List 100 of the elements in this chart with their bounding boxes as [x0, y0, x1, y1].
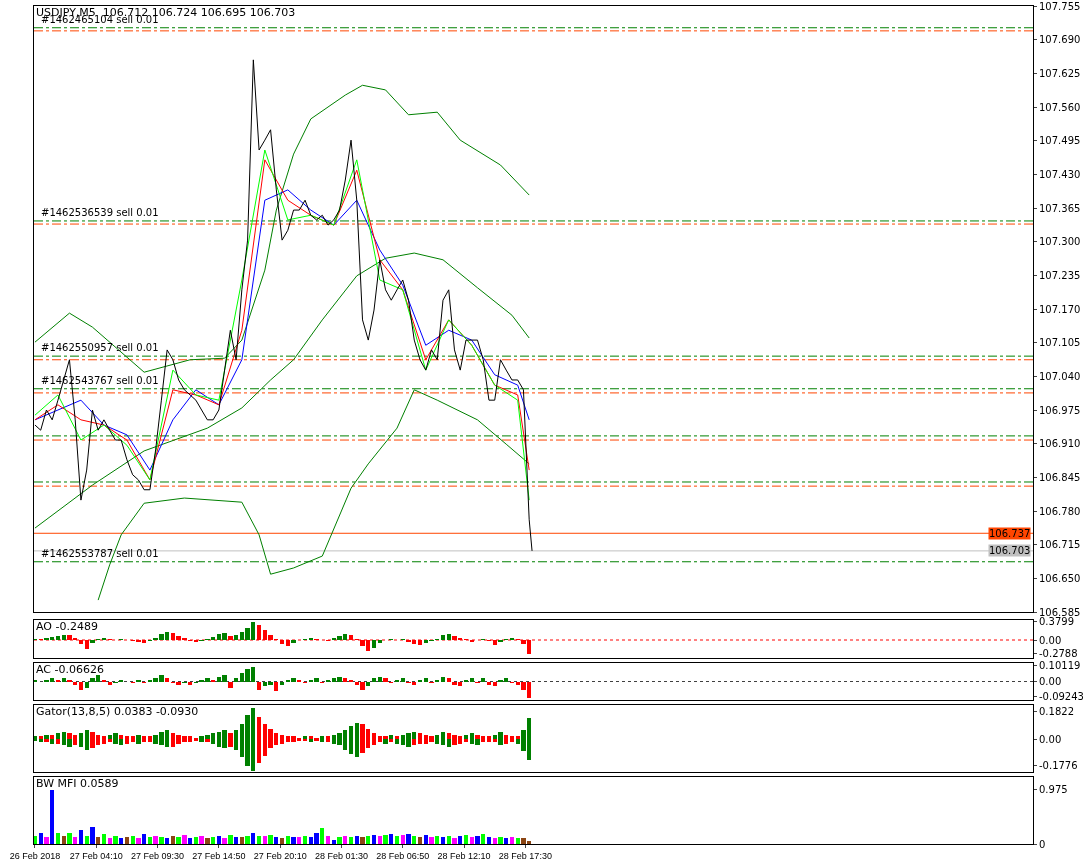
y-tick-label: 106.650 [1039, 572, 1081, 584]
y-tick-label: 106.975 [1039, 404, 1081, 416]
bar [440, 635, 446, 640]
bar [147, 736, 153, 740]
bar [159, 837, 164, 844]
bar [446, 836, 451, 844]
y-tick-label: 107.040 [1039, 370, 1081, 382]
bar [107, 739, 112, 743]
bar [435, 836, 440, 844]
bar [141, 833, 147, 844]
bar [44, 739, 49, 743]
bar [360, 837, 365, 844]
bar [394, 739, 400, 744]
bar [228, 681, 233, 688]
bar [268, 835, 273, 844]
bar [50, 739, 55, 744]
y-tick-label: 107.755 [1039, 0, 1081, 12]
bar [187, 838, 193, 844]
bar [446, 634, 451, 640]
y-tick-label: 106.715 [1039, 539, 1081, 551]
y-tick-label: 106.910 [1039, 438, 1081, 450]
bar [239, 837, 244, 844]
bar [469, 733, 474, 740]
bar [509, 739, 515, 743]
bar [429, 837, 434, 844]
bar [101, 739, 107, 744]
bar [452, 838, 457, 844]
ref-line-label: #1462553787 sell 0.01 [41, 548, 159, 559]
bar [377, 640, 382, 643]
bar [400, 835, 405, 844]
ref-line-label: 106.737 [989, 528, 1031, 539]
bar [96, 837, 101, 844]
bar [383, 835, 388, 844]
bar [205, 838, 210, 844]
bar [274, 837, 279, 844]
bar [446, 678, 451, 682]
bar [504, 739, 509, 744]
bar [285, 836, 290, 844]
bar [262, 836, 267, 844]
bar [343, 836, 348, 844]
bar [251, 832, 256, 844]
bar [371, 835, 377, 844]
x-tick-label: 28 Feb 17:30 [498, 850, 552, 861]
y-tick-label: -0.1776 [1039, 760, 1078, 772]
y-tick-label: 0.00 [1039, 733, 1062, 745]
bar [509, 837, 515, 844]
x-tick-label: 28 Feb 12:10 [437, 850, 491, 861]
bar [469, 837, 474, 844]
y-tick-label: 107.365 [1039, 202, 1081, 214]
bar [423, 678, 428, 682]
bar [400, 678, 405, 682]
bar [458, 836, 463, 844]
bar [377, 676, 382, 682]
y-tick-label: 0.3799 [1039, 615, 1074, 627]
bar [423, 835, 428, 844]
bar [354, 836, 359, 844]
bar [216, 836, 222, 844]
bar [412, 836, 417, 844]
y-tick-label: 107.170 [1039, 303, 1081, 315]
bar [38, 832, 43, 844]
bar [504, 838, 509, 844]
bar [153, 835, 158, 844]
bar [170, 836, 176, 844]
bar [509, 736, 515, 740]
bar [107, 838, 112, 844]
bar [78, 830, 84, 844]
y-tick-label: 106.585 [1039, 606, 1081, 618]
bar [481, 678, 486, 682]
bar [233, 837, 239, 844]
bar [101, 833, 107, 844]
bar [130, 736, 135, 740]
y-tick-label: 107.235 [1039, 269, 1081, 281]
bar [130, 739, 135, 743]
x-tick-label: 27 Feb 14:50 [192, 850, 246, 861]
bar [90, 827, 95, 844]
y-tick-label: 107.625 [1039, 67, 1081, 79]
bar [55, 733, 61, 740]
bar [377, 836, 382, 844]
y-tick-label: -0.2788 [1039, 648, 1078, 660]
bar [199, 836, 204, 844]
bar [136, 734, 141, 740]
bar [412, 739, 417, 746]
bar [90, 640, 95, 643]
bar [515, 736, 520, 740]
bar [320, 739, 325, 743]
bar [343, 678, 348, 682]
bar [435, 739, 440, 744]
bar [515, 838, 520, 844]
bar [44, 837, 49, 844]
bar [486, 739, 492, 743]
bar [481, 833, 486, 844]
bar [245, 836, 250, 844]
bar [297, 837, 302, 844]
bar [475, 836, 480, 844]
bar [147, 837, 153, 844]
bar [394, 736, 400, 740]
bar [73, 837, 78, 844]
bar [55, 636, 61, 640]
chart-title: AC -0.06626 [36, 662, 104, 676]
ref-line-label: #1462550957 sell 0.01 [41, 342, 159, 353]
